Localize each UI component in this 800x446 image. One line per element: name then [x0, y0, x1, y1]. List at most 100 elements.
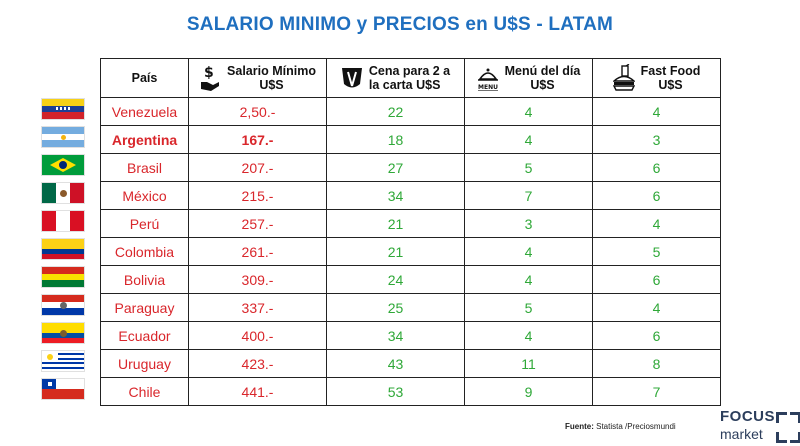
logo-line1: FOCUS — [720, 408, 775, 425]
cell-fastfood: 6 — [592, 153, 721, 182]
source-label: Fuente: — [565, 422, 594, 431]
column-header-menu: MENU Menú del día U$S — [464, 58, 593, 98]
uruguay-flag-icon — [41, 350, 85, 372]
cell-cena: 43 — [326, 349, 465, 378]
column-header-label: Menú del día — [504, 64, 581, 78]
column-header-cena: Cena para 2 a la carta U$S — [326, 58, 465, 98]
column-header-label: U$S — [530, 78, 555, 92]
mexico-flag-icon — [41, 182, 85, 204]
svg-text:$: $ — [204, 65, 214, 81]
cell-cena: 27 — [326, 153, 465, 182]
source-text: Statista /Preciosmundi — [593, 422, 676, 431]
column-header-label: País — [131, 71, 158, 85]
flag-column — [40, 98, 86, 406]
logo-corner-icon — [776, 412, 787, 423]
column-header-label: la carta U$S — [368, 78, 441, 92]
cell-menu: 7 — [464, 181, 593, 210]
cell-salario: 309.- — [188, 265, 327, 294]
cell-cena: 21 — [326, 209, 465, 238]
dollar-hand-icon: $ — [201, 65, 220, 91]
chile-flag-icon — [41, 378, 85, 400]
colombia-flag-icon — [41, 238, 85, 260]
table-row: Argentina 167.- 18 4 3 — [100, 125, 721, 154]
table-row: Brasil 207.- 27 5 6 — [100, 153, 721, 182]
cell-menu: 5 — [464, 293, 593, 322]
cell-pais: México — [100, 181, 189, 210]
logo-corner-icon — [776, 432, 787, 443]
table-body: Venezuela 2,50.- 22 4 4 Argentina 167.- 18 4 3 Bra… — [100, 97, 721, 406]
table-row: Perú 257.- 21 3 4 — [100, 209, 721, 238]
cell-menu: 4 — [464, 125, 593, 154]
focus-market-logo: FOCUS market — [714, 406, 800, 446]
cell-fastfood: 3 — [592, 125, 721, 154]
cell-menu: 5 — [464, 153, 593, 182]
cell-pais: Bolivia — [100, 265, 189, 294]
cell-pais: Colombia — [100, 237, 189, 266]
table-row: Bolivia 309.- 24 4 6 — [100, 265, 721, 294]
column-header-fastfood: Fast Food U$S — [592, 58, 721, 98]
cell-salario: 261.- — [188, 237, 327, 266]
cell-pais: Chile — [100, 377, 189, 406]
table-row: Paraguay 337.- 25 5 4 — [100, 293, 721, 322]
cell-salario: 257.- — [188, 209, 327, 238]
fork-knife-icon — [341, 68, 362, 88]
cell-menu: 11 — [464, 349, 593, 378]
data-table: País $ Salario Mínimo U$S Cena para 2 a la ca… — [100, 58, 721, 406]
cell-menu: 4 — [464, 265, 593, 294]
column-header-label: U$S — [259, 78, 284, 92]
cell-pais: Venezuela — [100, 97, 189, 126]
cell-salario: 167.- — [188, 125, 327, 154]
table-row: México 215.- 34 7 6 — [100, 181, 721, 210]
table-header-row: País $ Salario Mínimo U$S Cena para 2 a la ca… — [100, 58, 721, 98]
cell-pais: Perú — [100, 209, 189, 238]
logo-line2: market — [720, 426, 763, 442]
brazil-flag-icon — [41, 154, 85, 176]
cell-fastfood: 4 — [592, 209, 721, 238]
cell-menu: 4 — [464, 321, 593, 350]
cell-salario: 400.- — [188, 321, 327, 350]
cell-cena: 34 — [326, 181, 465, 210]
argentina-flag-icon — [41, 126, 85, 148]
cell-fastfood: 8 — [592, 349, 721, 378]
cell-cena: 53 — [326, 377, 465, 406]
cell-cena: 21 — [326, 237, 465, 266]
column-header-salario: $ Salario Mínimo U$S — [188, 58, 327, 98]
table-row: Chile 441.- 53 9 7 — [100, 377, 721, 406]
cell-fastfood: 4 — [592, 97, 721, 126]
column-header-label: Cena para 2 a — [368, 64, 451, 78]
logo-corner-icon — [790, 412, 800, 423]
cell-cena: 24 — [326, 265, 465, 294]
peru-flag-icon — [41, 210, 85, 232]
bolivia-flag-icon — [41, 266, 85, 288]
table-row: Ecuador 400.- 34 4 6 — [100, 321, 721, 350]
cell-menu: 9 — [464, 377, 593, 406]
chart-title: SALARIO MINIMO y PRECIOS en U$S - LATAM — [186, 14, 614, 35]
cell-fastfood: 6 — [592, 265, 721, 294]
cell-fastfood: 6 — [592, 321, 721, 350]
cell-fastfood: 6 — [592, 181, 721, 210]
cell-menu: 4 — [464, 237, 593, 266]
table-row: Venezuela 2,50.- 22 4 4 — [100, 97, 721, 126]
menu-icon-label: MENU — [478, 84, 498, 91]
cell-salario: 207.- — [188, 153, 327, 182]
paraguay-flag-icon — [41, 294, 85, 316]
cell-pais: Paraguay — [100, 293, 189, 322]
cell-pais: Argentina — [100, 125, 189, 154]
cell-cena: 18 — [326, 125, 465, 154]
table-row: Uruguay 423.- 43 11 8 — [100, 349, 721, 378]
cell-cena: 25 — [326, 293, 465, 322]
cell-fastfood: 4 — [592, 293, 721, 322]
cell-pais: Brasil — [100, 153, 189, 182]
cell-salario: 441.- — [188, 377, 327, 406]
cell-fastfood: 5 — [592, 237, 721, 266]
cell-pais: Uruguay — [100, 349, 189, 378]
cell-salario: 2,50.- — [188, 97, 327, 126]
column-header-label: U$S — [658, 78, 683, 92]
source-note: Fuente: Statista /Preciosmundi — [565, 422, 676, 431]
column-header-label: Fast Food — [640, 64, 701, 78]
cell-menu: 4 — [464, 97, 593, 126]
burger-drink-icon — [612, 64, 635, 91]
cloche-menu-icon: MENU — [477, 68, 498, 91]
cell-salario: 423.- — [188, 349, 327, 378]
logo-corner-icon — [790, 432, 800, 443]
